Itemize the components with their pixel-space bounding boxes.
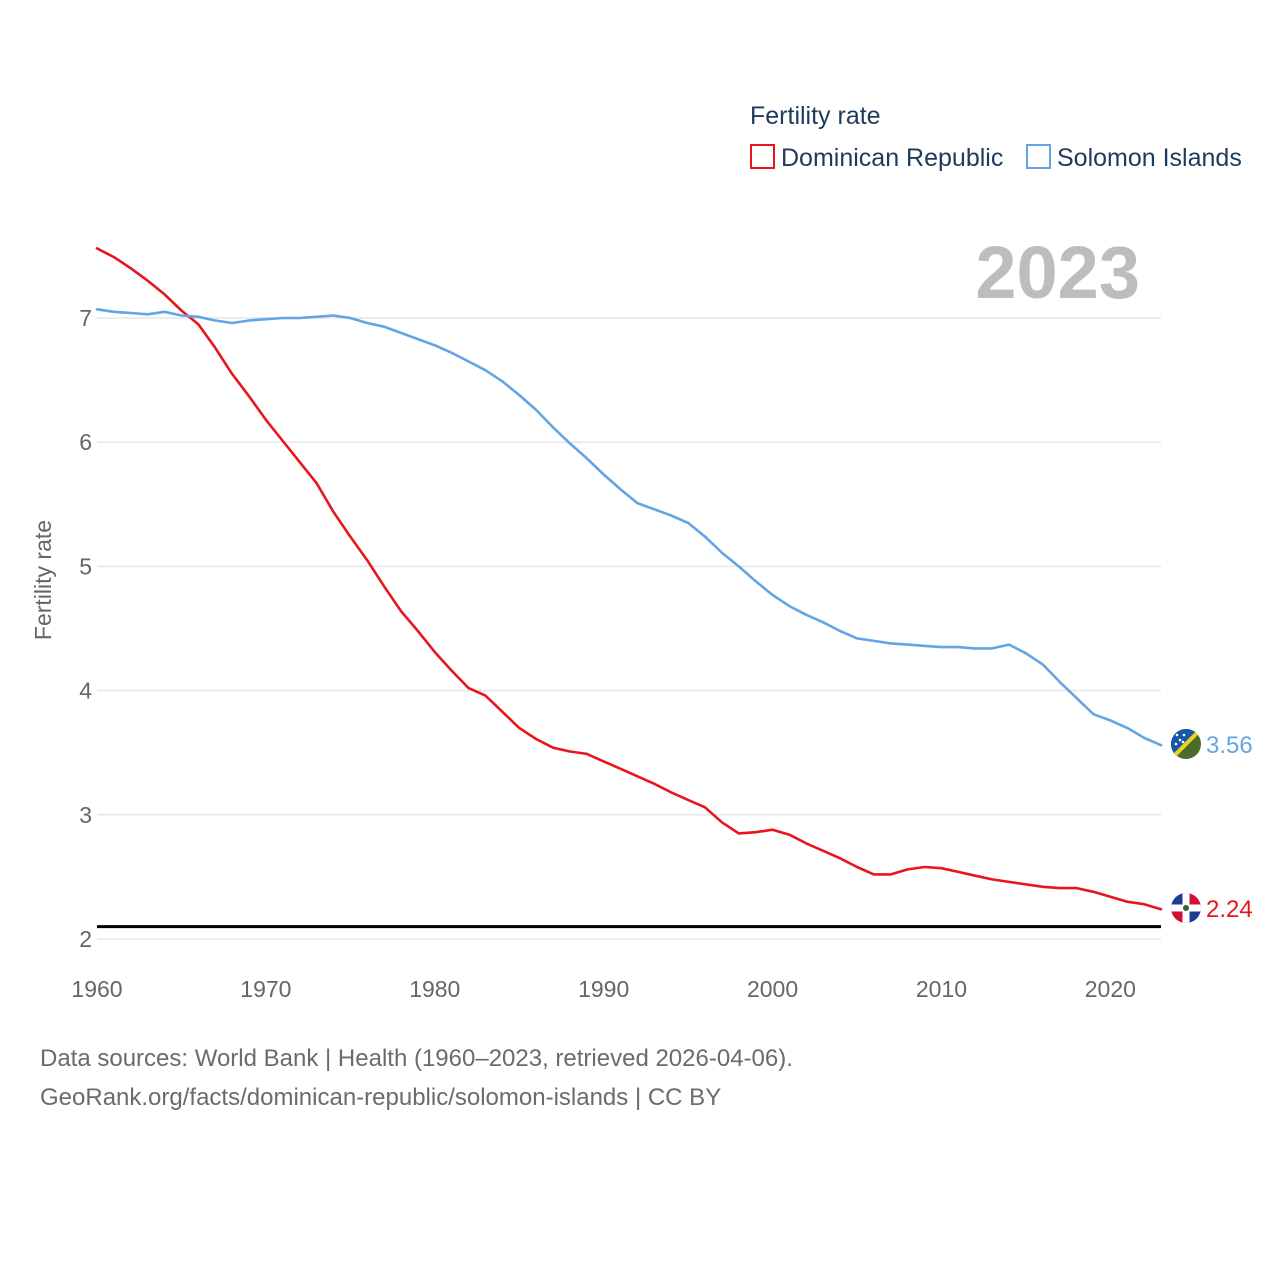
footer-link[interactable]: GeoRank.org/facts/dominican-republic/sol… — [40, 1084, 722, 1111]
y-tick-label: 2 — [79, 926, 92, 952]
x-tick-label: 1960 — [71, 976, 122, 1002]
x-tick-label: 1980 — [409, 976, 460, 1002]
end-label-solomon-islands: 3.56 — [1206, 732, 1253, 759]
series-line-solomon-islands[interactable] — [95, 307, 1163, 747]
dominican-republic-flag-icon — [1171, 893, 1201, 923]
legend-label-dominican-republic: Dominican Republic — [781, 144, 1003, 172]
legend-swatch-dominican-republic — [750, 144, 775, 169]
y-tick-label: 4 — [79, 678, 92, 704]
y-tick-label: 3 — [79, 802, 92, 828]
legend-swatch-solomon-islands — [1026, 144, 1051, 169]
y-tick-label: 7 — [79, 305, 92, 331]
grid — [97, 317, 1161, 940]
y-axis-title: Fertility rate — [30, 520, 56, 640]
footer-sources: Data sources: World Bank | Health (1960–… — [40, 1045, 793, 1072]
year-label: 2023 — [975, 231, 1140, 314]
x-tick-label: 1970 — [240, 976, 291, 1002]
series-lines — [95, 247, 1163, 911]
y-axis: 2 3 4 5 6 7 — [79, 305, 92, 952]
legend-label-solomon-islands: Solomon Islands — [1057, 144, 1242, 172]
x-tick-label: 2000 — [747, 976, 798, 1002]
x-tick-label: 2010 — [916, 976, 967, 1002]
y-tick-label: 6 — [79, 429, 92, 455]
legend-item-dominican-republic[interactable]: Dominican Republic — [750, 144, 1003, 172]
legend: Fertility rate Dominican Republic Solomo… — [750, 102, 1242, 172]
x-axis: 1960 1970 1980 1990 2000 2010 2020 — [71, 976, 1136, 1002]
y-tick-label: 5 — [79, 553, 92, 579]
x-tick-label: 1990 — [578, 976, 629, 1002]
series-line-dominican-republic[interactable] — [95, 247, 1163, 911]
legend-title: Fertility rate — [750, 102, 881, 130]
end-labels: 2.24 3.56 — [1206, 732, 1253, 923]
end-label-dominican-republic: 2.24 — [1206, 896, 1253, 923]
solomon-islands-flag-icon — [1171, 729, 1201, 759]
x-tick-label: 2020 — [1085, 976, 1136, 1002]
legend-item-solomon-islands[interactable]: Solomon Islands — [1026, 144, 1242, 172]
